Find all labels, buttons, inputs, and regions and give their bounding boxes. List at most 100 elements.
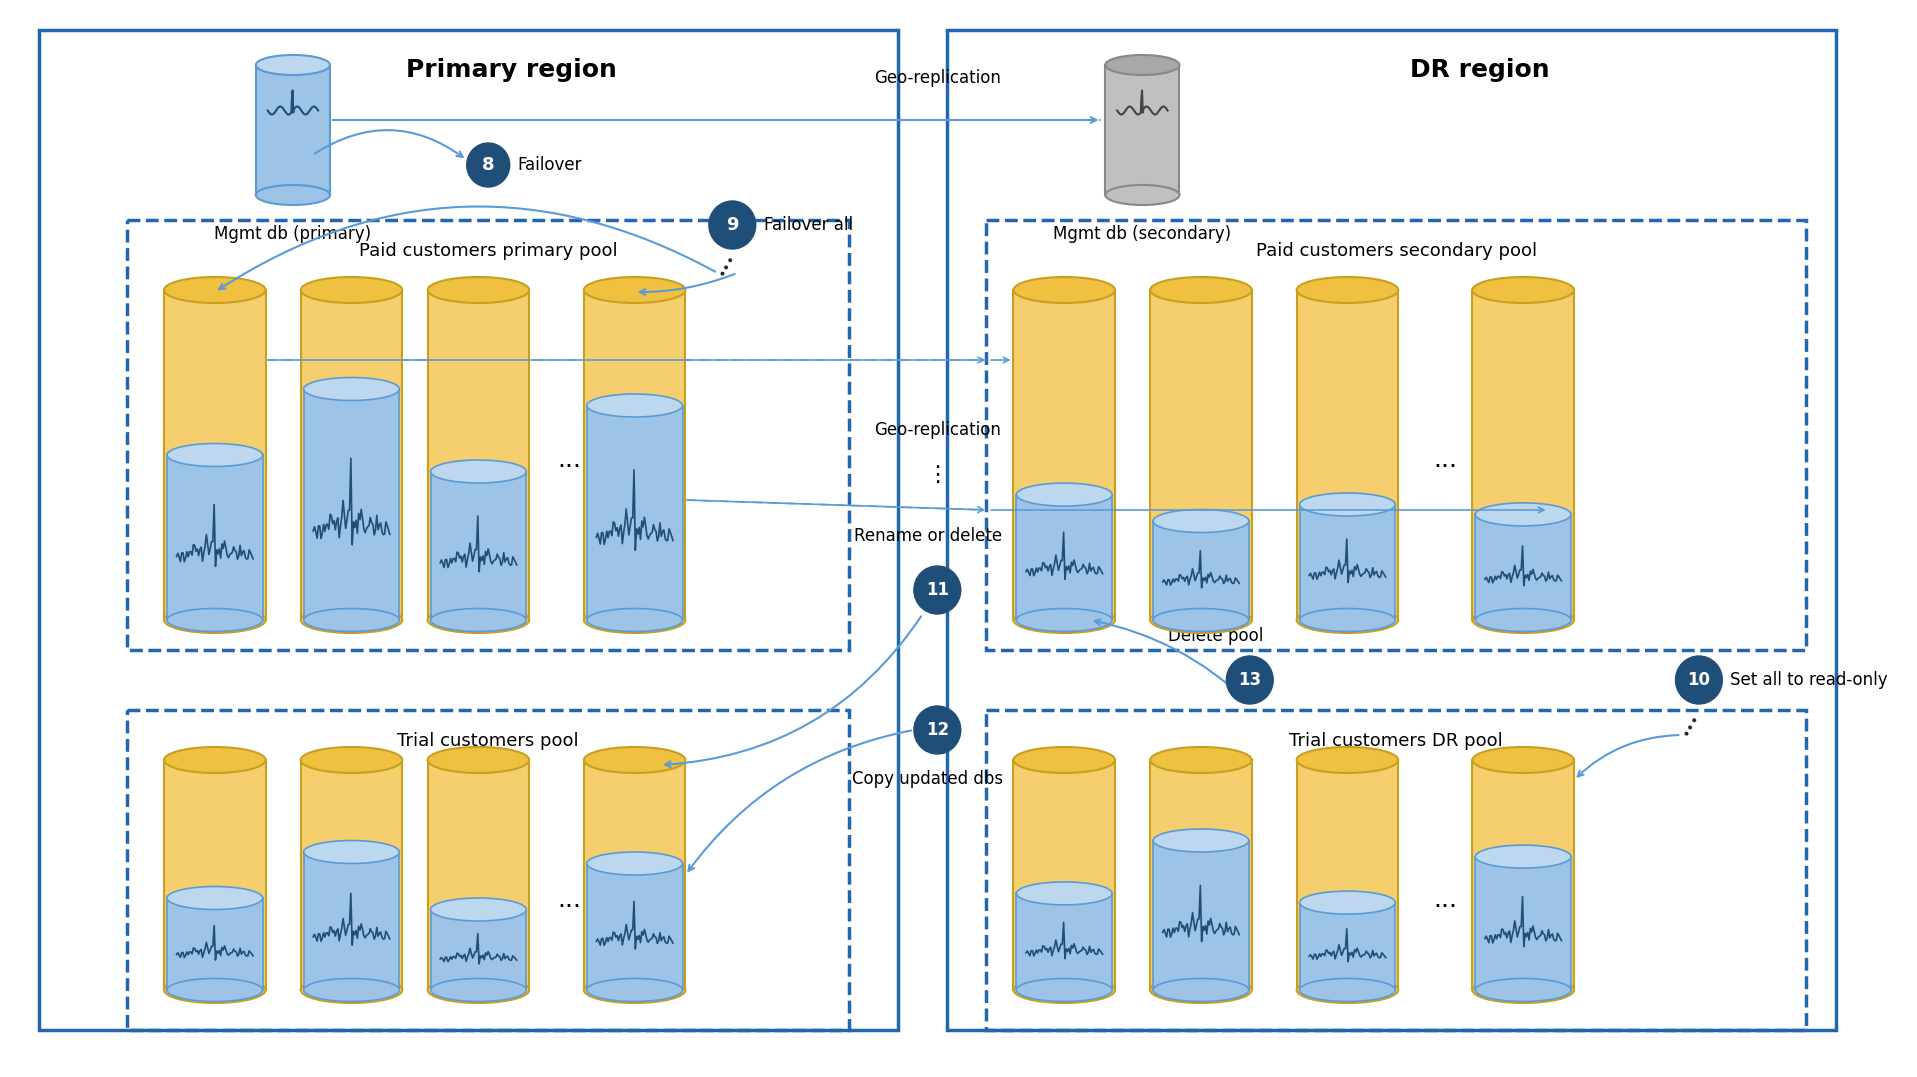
Ellipse shape bbox=[427, 607, 529, 633]
Polygon shape bbox=[167, 898, 263, 990]
Text: 10: 10 bbox=[1687, 671, 1710, 689]
Ellipse shape bbox=[167, 609, 263, 631]
Ellipse shape bbox=[587, 609, 682, 631]
Polygon shape bbox=[1476, 515, 1572, 620]
Polygon shape bbox=[1016, 894, 1112, 990]
Polygon shape bbox=[587, 406, 682, 620]
Ellipse shape bbox=[167, 886, 263, 909]
Text: 12: 12 bbox=[926, 721, 949, 739]
Polygon shape bbox=[303, 389, 399, 620]
Ellipse shape bbox=[1300, 493, 1396, 516]
Ellipse shape bbox=[1476, 845, 1572, 868]
Ellipse shape bbox=[1014, 277, 1116, 303]
Ellipse shape bbox=[587, 394, 682, 417]
Text: Trial customers pool: Trial customers pool bbox=[397, 732, 579, 750]
Polygon shape bbox=[1014, 760, 1116, 990]
Bar bbox=[947, 30, 1836, 1030]
Ellipse shape bbox=[255, 55, 330, 75]
Polygon shape bbox=[1300, 504, 1396, 620]
Ellipse shape bbox=[1300, 891, 1396, 914]
Polygon shape bbox=[303, 852, 399, 990]
Polygon shape bbox=[1472, 760, 1574, 990]
Circle shape bbox=[709, 201, 755, 249]
Polygon shape bbox=[255, 65, 330, 195]
Ellipse shape bbox=[585, 607, 686, 633]
Circle shape bbox=[914, 567, 960, 614]
Ellipse shape bbox=[585, 277, 686, 303]
Ellipse shape bbox=[1296, 607, 1397, 633]
Text: Set all to read-only: Set all to read-only bbox=[1731, 671, 1888, 689]
Polygon shape bbox=[301, 290, 403, 620]
Ellipse shape bbox=[1016, 484, 1112, 506]
Ellipse shape bbox=[301, 977, 403, 1003]
Text: ⋮: ⋮ bbox=[926, 465, 949, 485]
Ellipse shape bbox=[165, 607, 266, 633]
Circle shape bbox=[914, 707, 960, 754]
Ellipse shape bbox=[1106, 185, 1179, 205]
Ellipse shape bbox=[431, 979, 527, 1002]
Polygon shape bbox=[1300, 903, 1396, 990]
Text: ...: ... bbox=[558, 448, 581, 472]
Polygon shape bbox=[431, 472, 527, 620]
Text: Rename or delete: Rename or delete bbox=[853, 527, 1003, 545]
Text: Trial customers DR pool: Trial customers DR pool bbox=[1290, 732, 1503, 750]
Text: •••: ••• bbox=[715, 251, 740, 279]
Polygon shape bbox=[1154, 840, 1248, 990]
Ellipse shape bbox=[167, 444, 263, 466]
Ellipse shape bbox=[1154, 609, 1248, 631]
Text: ...: ... bbox=[558, 889, 581, 912]
Ellipse shape bbox=[1296, 747, 1397, 773]
Text: 13: 13 bbox=[1238, 671, 1261, 689]
Text: Paid customers primary pool: Paid customers primary pool bbox=[358, 242, 617, 260]
Ellipse shape bbox=[303, 840, 399, 864]
Ellipse shape bbox=[1154, 829, 1248, 852]
Ellipse shape bbox=[167, 979, 263, 1002]
Text: Geo-replication: Geo-replication bbox=[874, 421, 1001, 439]
Polygon shape bbox=[1016, 494, 1112, 620]
Ellipse shape bbox=[1014, 977, 1116, 1003]
Text: Failover all: Failover all bbox=[763, 216, 853, 234]
Ellipse shape bbox=[1150, 747, 1252, 773]
Ellipse shape bbox=[1296, 277, 1397, 303]
Bar bbox=[985, 710, 1806, 1030]
Ellipse shape bbox=[1472, 977, 1574, 1003]
Ellipse shape bbox=[1150, 277, 1252, 303]
Polygon shape bbox=[585, 760, 686, 990]
Ellipse shape bbox=[1300, 979, 1396, 1002]
Bar bbox=[127, 710, 849, 1030]
Ellipse shape bbox=[1154, 509, 1248, 532]
Ellipse shape bbox=[587, 979, 682, 1002]
Polygon shape bbox=[301, 760, 403, 990]
Polygon shape bbox=[427, 290, 529, 620]
Ellipse shape bbox=[1476, 979, 1572, 1002]
Polygon shape bbox=[1472, 290, 1574, 620]
Ellipse shape bbox=[585, 977, 686, 1003]
Text: Primary region: Primary region bbox=[406, 58, 617, 82]
Ellipse shape bbox=[301, 747, 403, 773]
Text: Mgmt db (secondary): Mgmt db (secondary) bbox=[1052, 225, 1231, 243]
Bar bbox=[38, 30, 899, 1030]
Polygon shape bbox=[431, 909, 527, 990]
Ellipse shape bbox=[427, 977, 529, 1003]
Ellipse shape bbox=[303, 609, 399, 631]
Text: Copy updated dbs: Copy updated dbs bbox=[851, 770, 1003, 788]
Polygon shape bbox=[1106, 65, 1179, 195]
Text: •••: ••• bbox=[1679, 711, 1704, 739]
Text: Mgmt db (primary): Mgmt db (primary) bbox=[215, 225, 372, 243]
Ellipse shape bbox=[1472, 277, 1574, 303]
Text: DR region: DR region bbox=[1411, 58, 1551, 82]
Ellipse shape bbox=[587, 852, 682, 875]
Ellipse shape bbox=[431, 609, 527, 631]
Bar bbox=[127, 220, 849, 651]
Circle shape bbox=[1227, 656, 1273, 704]
Polygon shape bbox=[1154, 521, 1248, 620]
Ellipse shape bbox=[165, 277, 266, 303]
Ellipse shape bbox=[427, 747, 529, 773]
Ellipse shape bbox=[165, 747, 266, 773]
Polygon shape bbox=[1150, 760, 1252, 990]
Circle shape bbox=[1675, 656, 1721, 704]
Ellipse shape bbox=[431, 460, 527, 482]
Polygon shape bbox=[1296, 290, 1397, 620]
Polygon shape bbox=[165, 760, 266, 990]
Ellipse shape bbox=[1150, 977, 1252, 1003]
